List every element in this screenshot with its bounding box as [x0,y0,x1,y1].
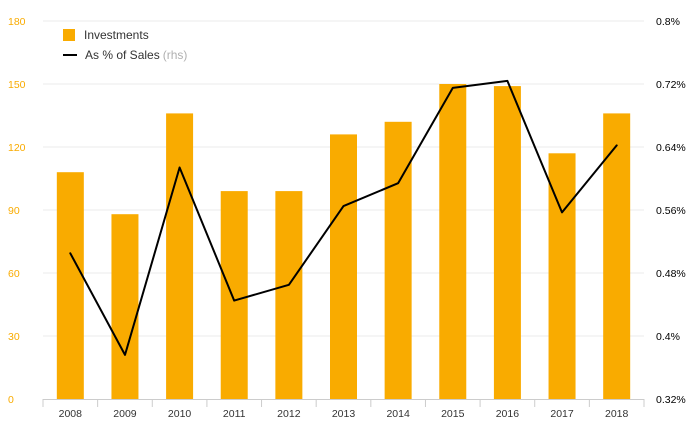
left-y-tick-label: 120 [8,142,26,154]
x-tick-label: 2015 [441,408,465,420]
right-y-tick-label: 0.48% [656,268,686,280]
right-y-tick-label: 0.8% [656,16,680,28]
x-tick-label: 2014 [386,408,410,420]
x-tick-label: 2011 [223,408,246,420]
x-tick-label: 2012 [277,408,301,420]
bar [56,172,84,399]
bar [384,121,412,400]
bar [166,113,194,400]
x-tick-label: 2009 [113,408,137,420]
legend-label-sales-percent: As % of Sales [85,48,160,62]
legend-label-investments: Investments [84,28,149,42]
left-y-tick-label: 30 [8,331,20,343]
left-y-tick-label: 180 [8,16,26,28]
x-axis: 2008 2009 2010 2011 2012 2013 2014 2015 2016 2017… [42,399,645,420]
left-y-tick-label: 60 [8,268,20,280]
sales-percent-line [69,79,618,356]
x-tick-label: 2013 [332,408,356,420]
right-y-tick-label: 0.32% [656,394,686,406]
right-y-tick-label: 0.56% [656,205,686,217]
bar [111,214,139,399]
x-tick-label: 2010 [168,408,192,420]
legend-line-sales-percent [63,54,77,56]
legend-swatch-investments [63,29,75,41]
x-tick-label: 2008 [59,408,83,420]
left-y-tick-label: 150 [8,79,26,91]
bar [275,191,303,399]
left-y-tick-label: 90 [8,205,20,217]
right-y-tick-label: 0.64% [656,142,686,154]
x-tick-label: 2016 [496,408,520,420]
investment-bars [56,84,631,400]
legend-item-sales-percent: As % of Sales (rhs) [63,48,187,62]
legend-label-rhs: (rhs) [162,48,188,62]
bar [439,84,467,399]
right-y-axis: 0.32% 0.4% 0.48% 0.56% 0.64% 0.72% 0.8% [656,16,686,406]
bar [493,86,521,399]
x-tick-label: 2018 [605,408,629,420]
bar [603,113,631,400]
bar [220,191,248,399]
bar [548,153,576,399]
right-y-tick-label: 0.72% [656,79,686,91]
sales-percent-line-series [69,79,618,356]
x-tick-label: 2017 [550,408,574,420]
right-y-tick-label: 0.4% [656,331,680,343]
left-y-axis: 0 30 60 90 120 150 180 [8,16,26,406]
left-y-tick-label: 0 [8,394,14,406]
legend-item-investments: Investments [63,28,149,42]
bar [330,134,357,399]
